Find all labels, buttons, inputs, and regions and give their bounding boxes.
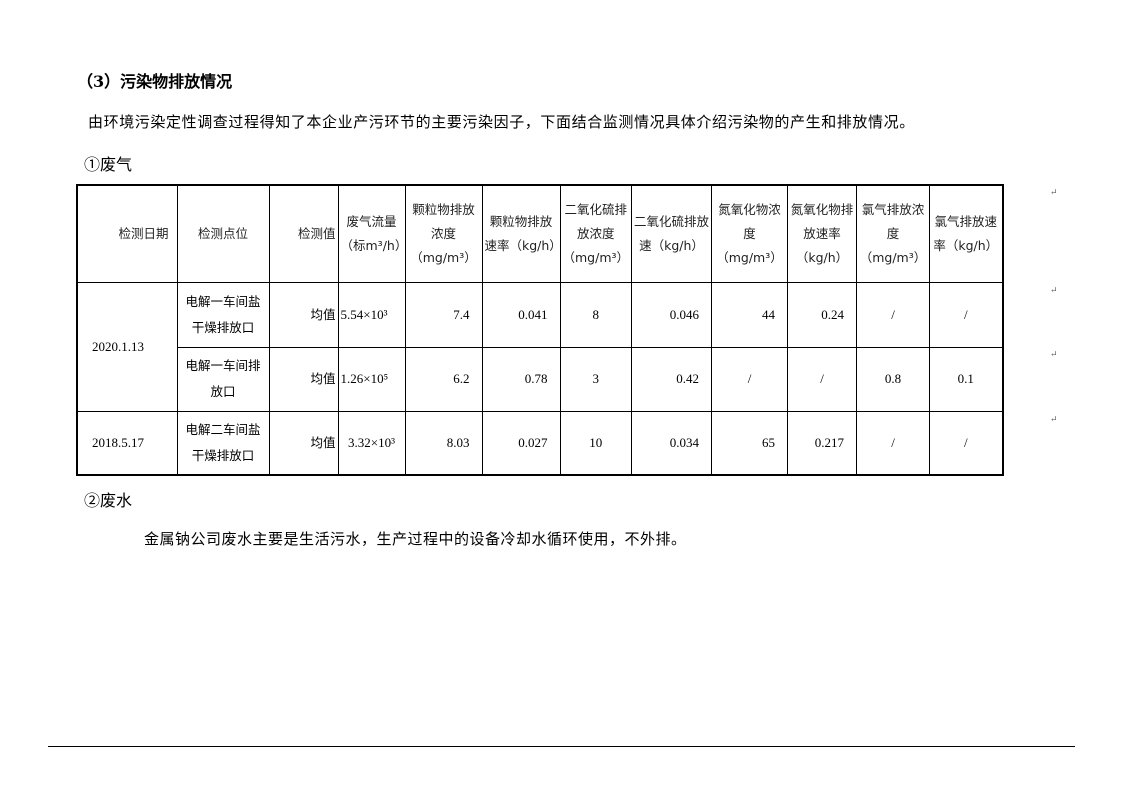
header-cell: 氮氧化物排放速率（kg/h） xyxy=(787,184,857,283)
section-heading: （3）污染物排放情况 xyxy=(77,72,233,91)
table-header-row: 检测日期 检测点位 检测值 废气流量（标m³/h） 颗粒物排放浓度（mg/m³）… xyxy=(76,184,1003,283)
cl-rate-cell: / xyxy=(929,281,1003,348)
nox-conc-cell: 65 xyxy=(711,410,788,476)
footer-divider xyxy=(48,746,1075,747)
header-cell: 检测点位 xyxy=(176,184,270,283)
cl-rate-cell: 0.1 xyxy=(929,346,1003,412)
table-row: 电解一车间排放口 均值 1.26×10⁵ 6.2 0.78 3 0.42 / /… xyxy=(77,346,1003,412)
nox-conc-cell: / xyxy=(711,346,788,412)
pm-rate-cell: 0.78 xyxy=(481,346,561,412)
header-cell: 检测日期 xyxy=(76,184,178,283)
cl-conc-cell: / xyxy=(856,410,930,476)
paragraph-mark-icon: ↵ xyxy=(1050,350,1058,360)
pm-conc-cell: 7.4 xyxy=(404,281,483,348)
nox-rate-cell: 0.24 xyxy=(787,281,857,348)
flow-cell: 3.32×10³ xyxy=(337,410,406,476)
pm-conc-cell: 8.03 xyxy=(404,410,483,476)
so2-conc-cell: 10 xyxy=(559,410,632,476)
nox-rate-cell: / xyxy=(787,346,857,412)
header-cell: 颗粒物排放浓度（mg/m³） xyxy=(404,184,483,283)
flow-cell: 5.54×10³ xyxy=(337,281,406,348)
so2-rate-cell: 0.034 xyxy=(631,410,712,476)
header-cell: 废气流量（标m³/h） xyxy=(337,184,407,283)
flow-cell: 1.26×10⁵ xyxy=(337,346,406,412)
table-row: 2020.1.13 电解一车间盐干燥排放口 均值 5.54×10³ 7.4 0.… xyxy=(76,281,1003,412)
so2-rate-cell: 0.046 xyxy=(631,281,712,348)
header-cell: 检测值 xyxy=(268,184,339,283)
waste-water-title: ②废水 xyxy=(84,491,133,510)
header-cell: 二氧化硫排放速（kg/h） xyxy=(631,184,712,283)
paragraph-mark-icon: ↵ xyxy=(1050,415,1058,425)
date-cell: 2020.1.13 xyxy=(76,281,178,412)
location-cell: 电解一车间盐干燥排放口 xyxy=(176,281,270,348)
waste-gas-title: ①废气 xyxy=(84,155,133,174)
paragraph-mark-icon: ↵ xyxy=(1050,188,1058,198)
waste-water-paragraph: 金属钠公司废水主要是生活污水，生产过程中的设备冷却水循环使用，不外排。 xyxy=(144,530,687,548)
nox-conc-cell: 44 xyxy=(711,281,788,348)
header-cell: 氯气排放浓度（mg/m³） xyxy=(856,184,930,283)
header-cell: 氯气排放速率（kg/h） xyxy=(929,184,1003,283)
cl-conc-cell: / xyxy=(856,281,930,348)
header-cell: 颗粒物排放速率（kg/h） xyxy=(481,184,562,283)
stat-cell: 均值 xyxy=(268,410,339,476)
nox-rate-cell: 0.217 xyxy=(787,410,857,476)
intro-paragraph: 由环境污染定性调查过程得知了本企业产污环节的主要污染因子，下面结合监测情况具体介… xyxy=(88,113,915,131)
so2-conc-cell: 8 xyxy=(559,281,632,348)
header-cell: 氮氧化物浓度（mg/m³） xyxy=(711,184,788,283)
stat-cell: 均值 xyxy=(268,281,339,348)
stat-cell: 均值 xyxy=(268,346,339,412)
pm-rate-cell: 0.027 xyxy=(481,410,561,476)
table-row: 2018.5.17 电解二车间盐干燥排放口 均值 3.32×10³ 8.03 0… xyxy=(76,410,1003,476)
date-cell: 2018.5.17 xyxy=(76,410,178,476)
header-cell: 二氧化硫排放浓度（mg/m³） xyxy=(559,184,632,283)
paragraph-mark-icon: ↵ xyxy=(1050,286,1058,296)
cl-conc-cell: 0.8 xyxy=(856,346,930,412)
cl-rate-cell: / xyxy=(929,410,1003,476)
pm-rate-cell: 0.041 xyxy=(481,281,561,348)
location-cell: 电解一车间排放口 xyxy=(176,346,270,412)
so2-conc-cell: 3 xyxy=(559,346,632,412)
pm-conc-cell: 6.2 xyxy=(404,346,483,412)
so2-rate-cell: 0.42 xyxy=(631,346,712,412)
location-cell: 电解二车间盐干燥排放口 xyxy=(176,410,270,476)
emission-table: 检测日期 检测点位 检测值 废气流量（标m³/h） 颗粒物排放浓度（mg/m³）… xyxy=(76,184,1004,476)
